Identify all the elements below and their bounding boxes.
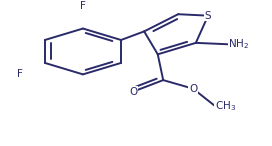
Text: F: F xyxy=(80,1,86,11)
Text: S: S xyxy=(205,11,211,21)
Text: CH$_3$: CH$_3$ xyxy=(215,99,236,113)
Text: NH$_2$: NH$_2$ xyxy=(228,37,250,51)
Text: O: O xyxy=(189,84,197,94)
Text: O: O xyxy=(129,87,137,97)
Text: F: F xyxy=(17,69,23,79)
